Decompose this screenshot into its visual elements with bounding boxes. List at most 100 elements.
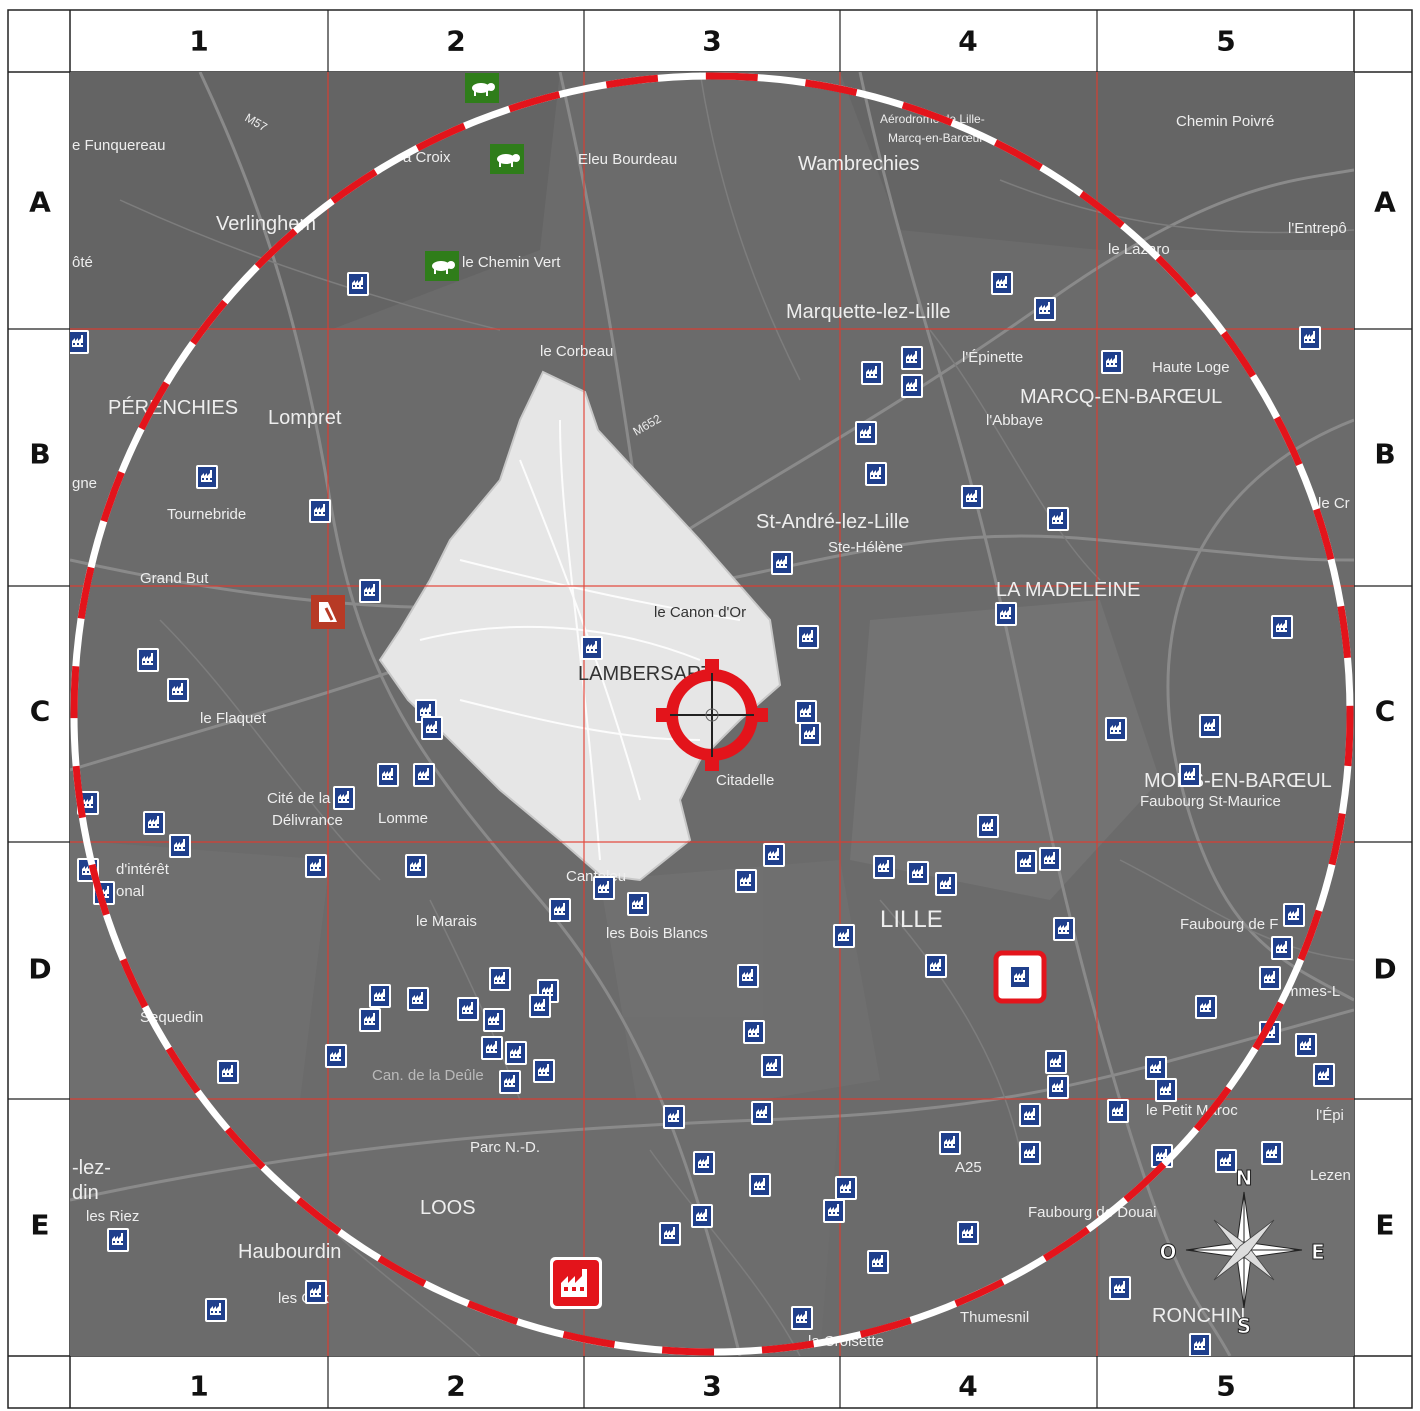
factory-icon[interactable] [1019, 1141, 1041, 1165]
factory-icon[interactable] [1145, 1056, 1167, 1080]
factory-icon[interactable] [67, 330, 89, 354]
factory-icon[interactable] [873, 855, 895, 879]
highlighted-zone[interactable] [378, 370, 782, 882]
factory-icon[interactable] [421, 716, 443, 740]
factory-icon[interactable] [935, 872, 957, 896]
factory-icon[interactable] [1101, 350, 1123, 374]
factory-icon[interactable] [107, 1228, 129, 1252]
factory-icon[interactable] [1215, 1149, 1237, 1173]
factory-icon[interactable] [823, 1199, 845, 1223]
factory-icon[interactable] [137, 648, 159, 672]
factory-icon[interactable] [901, 346, 923, 370]
factory-icon[interactable] [1107, 1099, 1129, 1123]
factory-icon[interactable] [795, 700, 817, 724]
factory-icon[interactable] [499, 1070, 521, 1094]
pig-farm-icon[interactable] [465, 73, 499, 103]
factory-icon[interactable] [1045, 1050, 1067, 1074]
factory-icon[interactable] [743, 1020, 765, 1044]
factory-icon[interactable] [196, 465, 218, 489]
factory-icon[interactable] [169, 834, 191, 858]
factory-icon[interactable] [1259, 966, 1281, 990]
factory-icon[interactable] [325, 1044, 347, 1068]
factory-icon[interactable] [691, 1204, 713, 1228]
factory-icon[interactable] [797, 625, 819, 649]
factory-icon[interactable] [549, 898, 571, 922]
factory-icon[interactable] [1105, 717, 1127, 741]
factory-icon[interactable] [359, 579, 381, 603]
factory-icon[interactable] [369, 984, 391, 1008]
hazard-marker-icon[interactable] [311, 595, 345, 629]
factory-icon[interactable] [735, 869, 757, 893]
factory-icon[interactable] [799, 722, 821, 746]
factory-icon[interactable] [693, 1151, 715, 1175]
factory-icon[interactable] [405, 854, 427, 878]
factory-icon[interactable] [1271, 615, 1293, 639]
factory-icon[interactable] [833, 924, 855, 948]
factory-icon[interactable] [939, 1131, 961, 1155]
factory-icon[interactable] [961, 485, 983, 509]
factory-icon[interactable] [1047, 507, 1069, 531]
factory-icon[interactable] [407, 987, 429, 1011]
factory-icon[interactable] [1299, 326, 1321, 350]
factory-icon[interactable] [749, 1173, 771, 1197]
map-area[interactable]: e Funquereau a Croix Eleu Bourdeau Wambr… [67, 72, 1354, 1357]
factory-icon[interactable] [1195, 995, 1217, 1019]
pig-farm-icon[interactable] [425, 251, 459, 281]
factory-icon[interactable] [305, 854, 327, 878]
factory-icon[interactable] [763, 843, 785, 867]
target-crosshair-icon[interactable] [656, 659, 768, 771]
factory-icon[interactable] [1271, 936, 1293, 960]
factory-icon[interactable] [1155, 1078, 1177, 1102]
factory-icon[interactable] [855, 421, 877, 445]
factory-icon[interactable] [533, 1059, 555, 1083]
factory-icon[interactable] [861, 361, 883, 385]
factory-icon[interactable] [217, 1060, 239, 1084]
factory-icon[interactable] [1261, 1141, 1283, 1165]
factory-icon[interactable] [627, 892, 649, 916]
factory-icon[interactable] [309, 499, 331, 523]
factory-icon[interactable] [1179, 763, 1201, 787]
factory-icon[interactable] [359, 1008, 381, 1032]
factory-icon[interactable] [761, 1054, 783, 1078]
factory-icon[interactable] [995, 602, 1017, 626]
factory-icon[interactable] [865, 462, 887, 486]
factory-icon[interactable] [957, 1221, 979, 1245]
primary-factory-icon[interactable] [550, 1257, 602, 1309]
factory-icon[interactable] [663, 1105, 685, 1129]
factory-icon[interactable] [413, 763, 435, 787]
factory-icon[interactable] [1295, 1033, 1317, 1057]
factory-icon[interactable] [771, 551, 793, 575]
factory-icon[interactable] [1313, 1063, 1335, 1087]
factory-icon[interactable] [1019, 1103, 1041, 1127]
factory-icon[interactable] [333, 786, 355, 810]
factory-icon[interactable] [1189, 1333, 1211, 1357]
factory-icon[interactable] [737, 964, 759, 988]
selected-factory-icon[interactable] [993, 950, 1047, 1004]
factory-icon[interactable] [377, 763, 399, 787]
factory-icon[interactable] [581, 636, 603, 660]
factory-icon[interactable] [659, 1222, 681, 1246]
factory-icon[interactable] [925, 954, 947, 978]
factory-icon[interactable] [835, 1176, 857, 1200]
factory-icon[interactable] [347, 272, 369, 296]
pig-farm-icon[interactable] [490, 144, 524, 174]
factory-icon[interactable] [1039, 847, 1061, 871]
factory-icon[interactable] [1109, 1276, 1131, 1300]
factory-icon[interactable] [751, 1101, 773, 1125]
factory-icon[interactable] [991, 271, 1013, 295]
factory-icon[interactable] [529, 994, 551, 1018]
factory-icon[interactable] [901, 374, 923, 398]
factory-icon[interactable] [907, 861, 929, 885]
factory-icon[interactable] [1015, 850, 1037, 874]
factory-icon[interactable] [505, 1041, 527, 1065]
factory-icon[interactable] [167, 678, 189, 702]
factory-icon[interactable] [305, 1280, 327, 1304]
factory-icon[interactable] [457, 997, 479, 1021]
factory-icon[interactable] [1047, 1075, 1069, 1099]
factory-icon[interactable] [205, 1298, 227, 1322]
factory-icon[interactable] [143, 811, 165, 835]
factory-icon[interactable] [977, 814, 999, 838]
factory-icon[interactable] [481, 1036, 503, 1060]
factory-icon[interactable] [489, 967, 511, 991]
factory-icon[interactable] [1199, 714, 1221, 738]
